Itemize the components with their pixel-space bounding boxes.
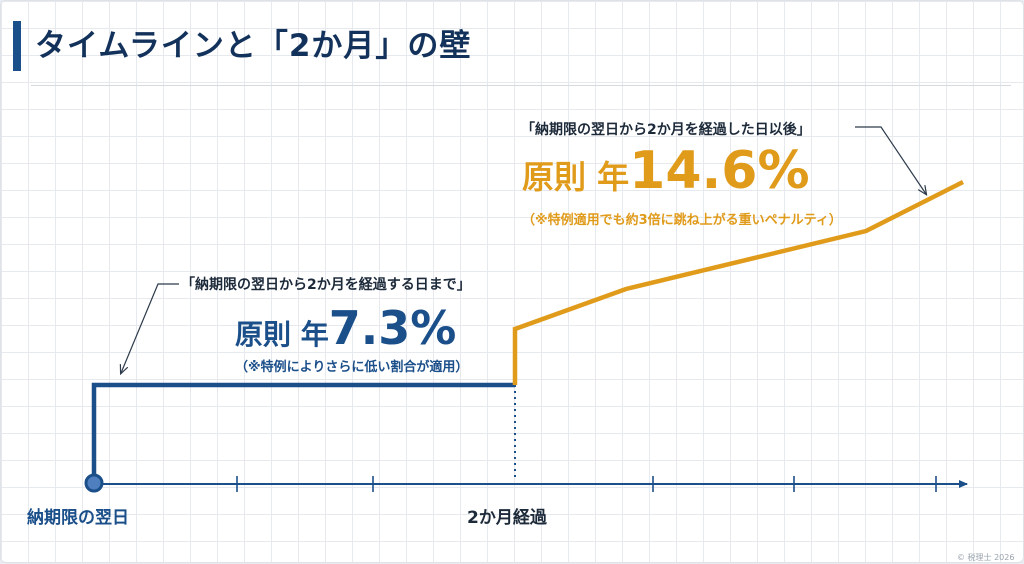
footer-credit: © 税理士 2026: [957, 553, 1015, 562]
phase1-callout-arrow: [121, 283, 179, 373]
phase2-callout-arrow: [855, 126, 926, 194]
axis-ticks: [236, 476, 937, 492]
title-divider: [31, 85, 1011, 86]
phase2-rate-line: [512, 179, 965, 385]
title-accent-bar: [13, 21, 21, 71]
phase1-rate-line: [91, 382, 515, 484]
page-title: タイムラインと「2か月」の壁: [35, 28, 472, 64]
axis-start-label: 納期限の翌日: [27, 508, 129, 528]
phase1-rate: 原則 年7.3%: [235, 301, 456, 355]
phase2-subnote: （※特例適用でも約3倍に跳ね上がる重いペナルティ）: [522, 213, 842, 228]
phase2-rate: 原則 年14.6%: [522, 141, 810, 201]
phase1-rate-word: 原則 年: [235, 318, 329, 351]
phase2-note: 「納期限の翌日から2か月を経過した日以後」: [521, 122, 811, 138]
phase2-rate-word: 原則 年: [522, 158, 630, 196]
phase1-subnote: （※特例によりさらに低い割合が適用）: [235, 360, 469, 375]
phase2-rate-value: 14.6%: [629, 141, 810, 201]
phase1-rate-value: 7.3%: [328, 301, 457, 355]
start-point-marker: [84, 473, 104, 493]
axis-milestone-label: 2か月経過: [467, 508, 547, 528]
phase1-note: 「納期限の翌日から2か月を経過する日まで」: [181, 277, 471, 293]
